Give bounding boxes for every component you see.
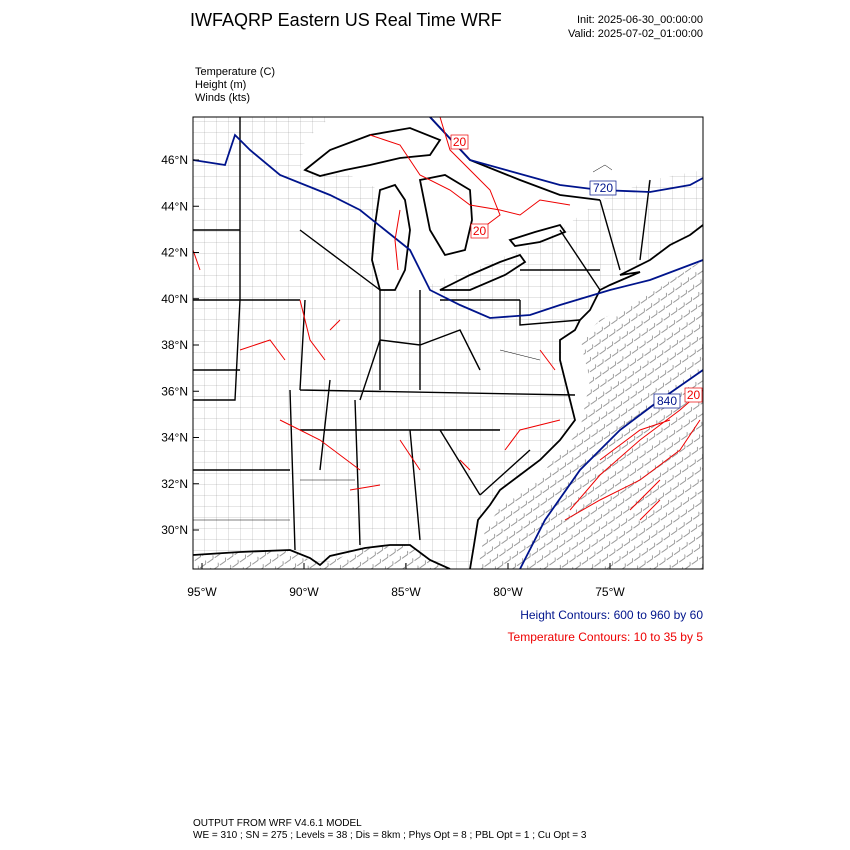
lat-label: 38°N — [161, 338, 188, 352]
title: IWFAQRP Eastern US Real Time WRF — [190, 10, 502, 30]
contour-label: 20 — [453, 135, 467, 149]
map-frame — [192, 116, 704, 570]
field-label: Temperature (C) — [195, 66, 275, 78]
lon-label: 75°W — [595, 585, 625, 599]
init-time: Init: 2025-06-30_00:00:00 — [577, 14, 703, 26]
lon-label: 85°W — [391, 585, 421, 599]
lat-label: 44°N — [161, 199, 188, 213]
lat-label: 34°N — [161, 431, 188, 445]
lon-label: 90°W — [289, 585, 319, 599]
valid-time: Valid: 2025-07-02_01:00:00 — [568, 28, 703, 40]
contour-label: 20 — [687, 388, 701, 402]
contour-label: 840 — [657, 394, 677, 408]
lat-label: 36°N — [161, 384, 188, 398]
lat-label: 32°N — [161, 477, 188, 491]
contour-label: 720 — [593, 181, 613, 195]
field-label: Winds (kts) — [195, 92, 250, 104]
footer-line: WE = 310 ; SN = 275 ; Levels = 38 ; Dis … — [193, 830, 587, 841]
axes: 46°N 44°N 42°N 40°N 38°N 36°N 34°N 32°N 30°N 95°W… — [161, 153, 625, 599]
height-note: Height Contours: 600 to 960 by 60 — [520, 608, 703, 622]
temperature-note: Temperature Contours: 10 to 35 by 5 — [508, 630, 704, 644]
lat-label: 40°N — [161, 292, 188, 306]
footer-line: OUTPUT FROM WRF V4.6.1 MODEL — [193, 818, 362, 829]
lat-label: 42°N — [161, 246, 188, 260]
lon-label: 95°W — [187, 585, 217, 599]
field-label: Height (m) — [195, 79, 246, 91]
lat-label: 46°N — [161, 153, 188, 167]
lon-label: 80°W — [493, 585, 523, 599]
map — [193, 117, 703, 569]
contour-labels: 20 20 720 840 20 — [450, 134, 703, 409]
contour-label: 20 — [473, 224, 487, 238]
lat-label: 30°N — [161, 523, 188, 537]
